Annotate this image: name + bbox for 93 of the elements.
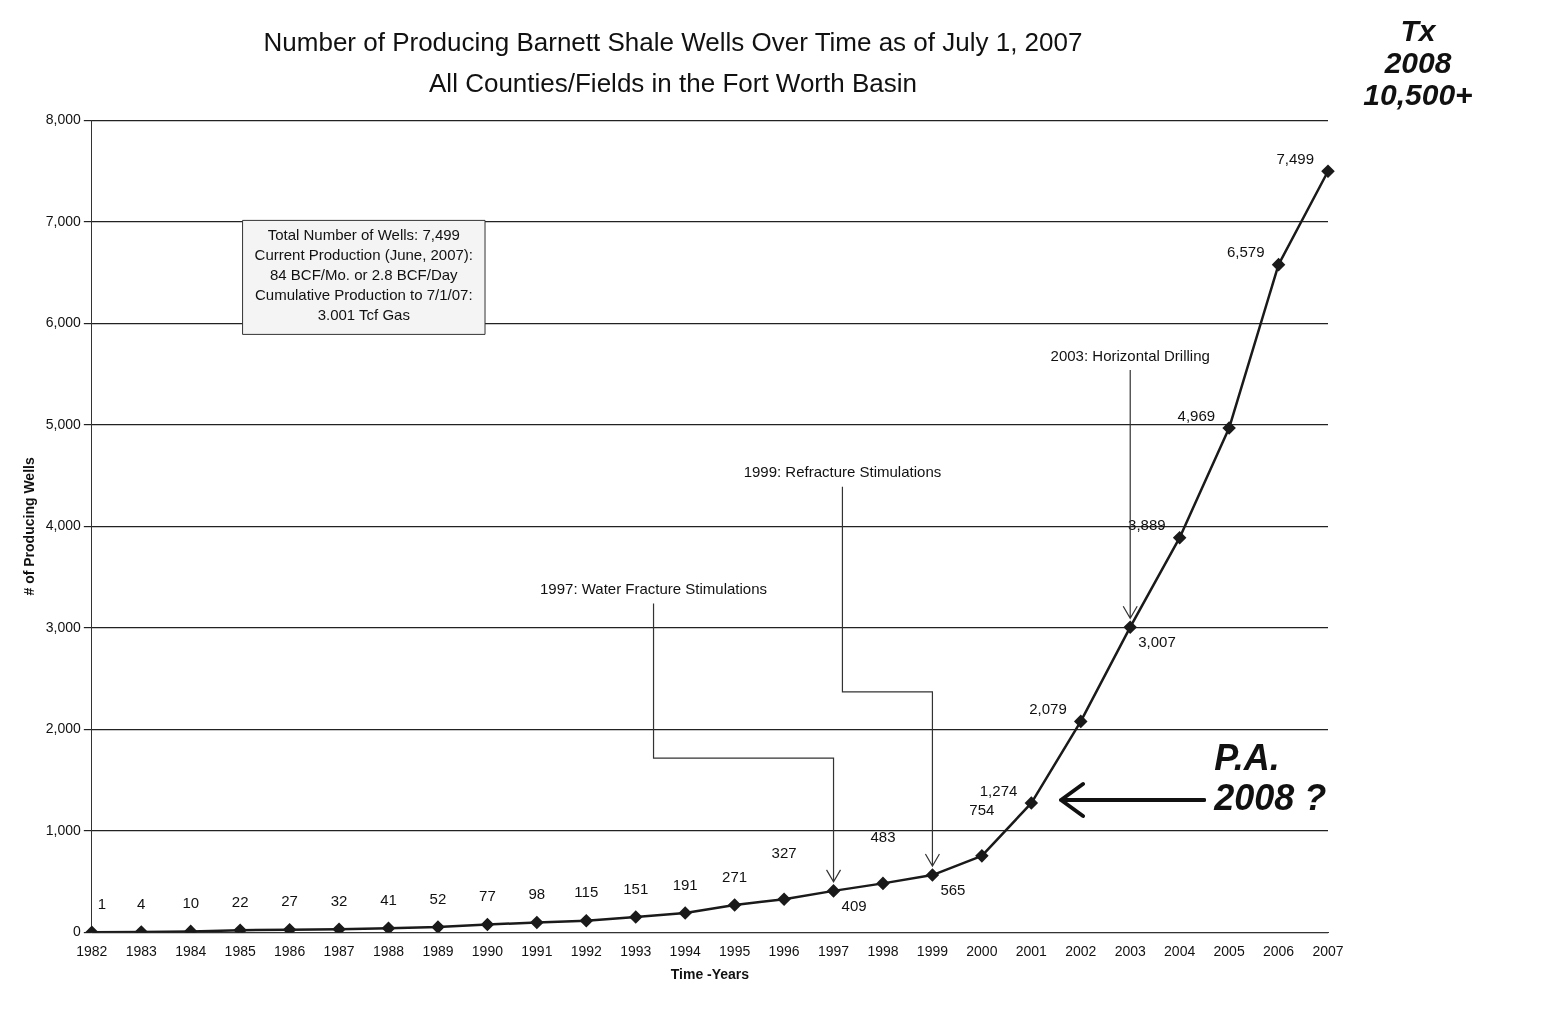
data-label: 6,579 bbox=[1227, 243, 1265, 261]
annotation: Total Number of Wells: 7,499 Current Production (June, 2007): 84 BCF/Mo. or 2.8 BCF/Day Cumulative Production to 7/1/07: 3.001 Tcf Gas bbox=[254, 226, 474, 324]
x-tick-label: 2002 bbox=[1065, 942, 1097, 959]
data-label: 27 bbox=[281, 892, 298, 910]
data-label: 191 bbox=[672, 875, 698, 893]
point bbox=[1074, 715, 1088, 728]
data-label: 22 bbox=[231, 892, 249, 910]
x-tick-label: 1984 bbox=[175, 942, 207, 959]
point bbox=[1272, 258, 1285, 271]
data-label: 115 bbox=[574, 883, 599, 901]
data-label: 98 bbox=[528, 885, 546, 903]
point bbox=[1123, 620, 1137, 634]
point bbox=[1025, 796, 1038, 810]
data-label: 754 bbox=[969, 800, 995, 818]
x-tick-label: 2000 bbox=[966, 942, 998, 959]
data-label: 409 bbox=[841, 896, 867, 914]
data-label: 1 bbox=[97, 894, 107, 912]
annotation: 2003: Horizontal Drilling bbox=[1050, 346, 1210, 364]
point bbox=[876, 877, 890, 890]
data-label: 3,007 bbox=[1138, 632, 1176, 650]
chart-title: Number of Producing Barnett Shale Wells Over Time as of July 1, 2007 bbox=[263, 26, 1083, 57]
x-tick-label: 1993 bbox=[620, 942, 652, 959]
x-tick-label: 1991 bbox=[521, 942, 553, 959]
x-tick-label: 1983 bbox=[125, 942, 158, 959]
point bbox=[1222, 421, 1236, 435]
y-tick-label: 5,000 bbox=[45, 415, 82, 432]
data-label: 271 bbox=[722, 867, 748, 885]
point bbox=[481, 918, 494, 931]
data-label: 77 bbox=[479, 887, 496, 905]
point bbox=[827, 884, 840, 898]
chart-subtitle: All Counties/Fields in the Fort Worth Basin bbox=[429, 67, 917, 98]
data-label: 32 bbox=[330, 891, 348, 909]
y-tick-label: 7,000 bbox=[45, 212, 82, 229]
data-label: 1,274 bbox=[979, 781, 1018, 799]
data-label: 10 bbox=[182, 894, 200, 912]
y-tick-label: 4,000 bbox=[45, 517, 82, 534]
point bbox=[332, 922, 346, 933]
text: Tx 2008 10,500+ bbox=[1363, 14, 1473, 112]
data-label: 4,969 bbox=[1177, 406, 1216, 424]
point bbox=[382, 921, 395, 933]
point bbox=[233, 923, 247, 933]
x-tick-label: 1985 bbox=[224, 942, 256, 959]
point bbox=[975, 849, 989, 863]
x-tick-label: 1990 bbox=[471, 942, 504, 959]
annotation: 1997: Water Fracture Stimulations bbox=[540, 580, 768, 598]
x-tick-label: 2007 bbox=[1312, 942, 1344, 959]
data-label: 565 bbox=[940, 880, 966, 898]
y-tick-label: 0 bbox=[73, 923, 82, 940]
data-label: 41 bbox=[380, 890, 397, 908]
point bbox=[629, 910, 642, 924]
x-tick-label: 1986 bbox=[274, 942, 306, 959]
x-tick-label: 2001 bbox=[1015, 942, 1048, 959]
x-tick-label: 1997 bbox=[817, 942, 850, 959]
x-tick-label: 2005 bbox=[1213, 942, 1245, 959]
point bbox=[1321, 165, 1335, 178]
x-tick-label: 1998 bbox=[867, 942, 899, 959]
point bbox=[530, 916, 544, 929]
point bbox=[926, 868, 939, 882]
point bbox=[678, 906, 692, 920]
y-tick-label: 8,000 bbox=[45, 111, 82, 128]
x-tick-label: 1994 bbox=[669, 942, 701, 959]
point bbox=[728, 898, 741, 912]
data-label: 151 bbox=[623, 879, 649, 897]
x-tick-label: 1982 bbox=[76, 942, 108, 959]
data-label: 483 bbox=[870, 828, 896, 846]
x-tick-label: 1996 bbox=[768, 942, 800, 959]
data-label: 52 bbox=[429, 889, 447, 907]
y-tick-label: 3,000 bbox=[45, 618, 82, 635]
y-tick-label: 6,000 bbox=[45, 314, 82, 331]
annotation: P.A. 2008 ? bbox=[1213, 736, 1327, 818]
data-label: 2,079 bbox=[1029, 700, 1067, 718]
x-tick-label: 1989 bbox=[422, 942, 454, 959]
data-label: 327 bbox=[771, 843, 797, 861]
data-label: 7,499 bbox=[1276, 149, 1314, 167]
y-tick-label: 1,000 bbox=[45, 821, 82, 838]
data-label: 4 bbox=[137, 894, 146, 912]
x-tick-label: 2004 bbox=[1164, 942, 1196, 959]
x-tick-label: 1999 bbox=[916, 942, 949, 959]
y-tick-label: 2,000 bbox=[45, 720, 82, 737]
point bbox=[283, 923, 296, 933]
x-tick-label: 2003 bbox=[1114, 942, 1146, 959]
x-tick-label: 1988 bbox=[372, 942, 405, 959]
x-tick-label: 1992 bbox=[570, 942, 603, 959]
x-tick-label: 1987 bbox=[323, 942, 355, 959]
annotation: 1999: Refracture Stimulations bbox=[743, 463, 942, 481]
x-tick-label: 1995 bbox=[719, 942, 751, 959]
x-axis-title: Time -Years bbox=[670, 966, 750, 983]
point bbox=[777, 892, 791, 906]
x-tick-label: 2006 bbox=[1262, 942, 1295, 959]
point bbox=[580, 914, 593, 927]
point bbox=[1173, 531, 1186, 544]
y-axis-title: # of Producing Wells bbox=[21, 457, 38, 596]
point bbox=[431, 920, 445, 933]
